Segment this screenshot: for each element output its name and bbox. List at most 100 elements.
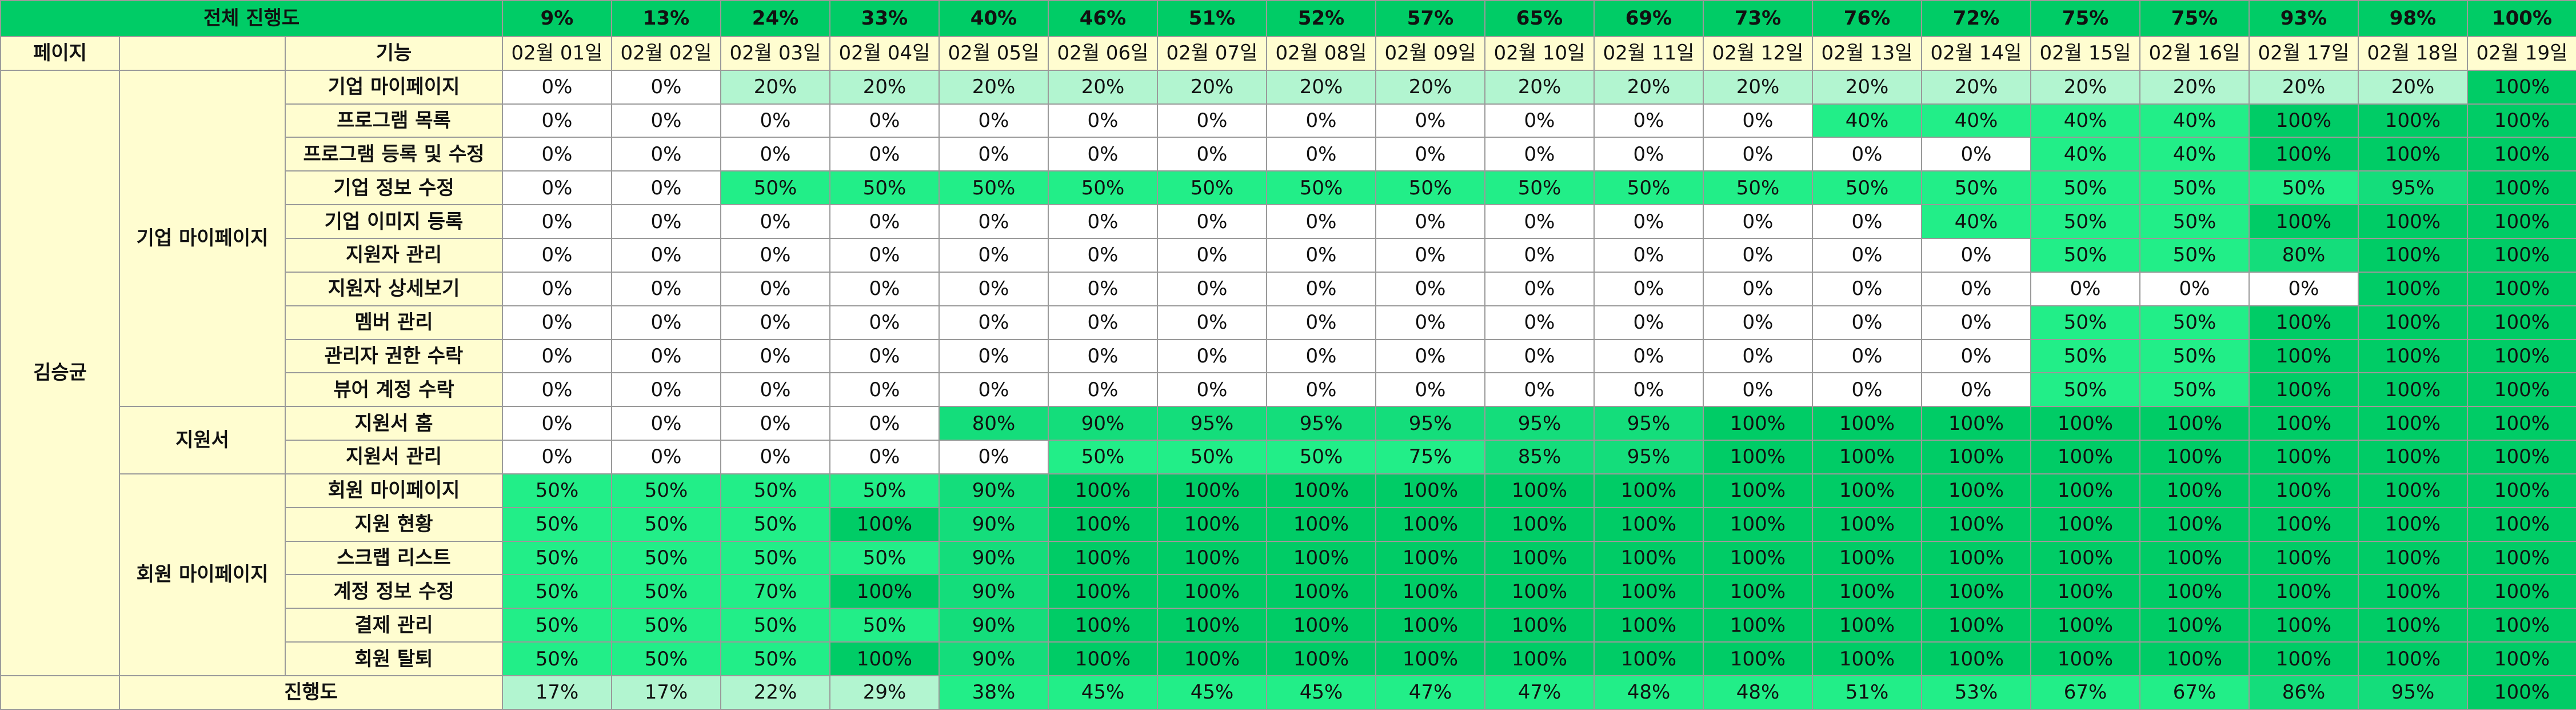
progress-total-cell[interactable]: 17% — [502, 675, 612, 710]
progress-cell[interactable]: 95% — [1157, 406, 1267, 441]
progress-cell[interactable]: 20% — [2139, 69, 2250, 105]
progress-cell[interactable]: 100% — [2467, 473, 2576, 508]
progress-cell[interactable]: 100% — [1703, 608, 1813, 643]
progress-cell[interactable]: 100% — [2358, 237, 2468, 273]
progress-cell[interactable]: 0% — [1375, 137, 1485, 172]
progress-cell[interactable]: 20% — [1266, 69, 1376, 105]
progress-cell[interactable]: 0% — [1266, 237, 1376, 273]
progress-cell[interactable]: 50% — [611, 608, 721, 643]
progress-cell[interactable]: 100% — [1266, 608, 1376, 643]
progress-cell[interactable]: 0% — [2248, 271, 2359, 306]
progress-cell[interactable]: 0% — [1048, 103, 1158, 138]
progress-cell[interactable]: 20% — [1593, 69, 1704, 105]
progress-cell[interactable]: 95% — [2358, 170, 2468, 206]
progress-cell[interactable]: 0% — [720, 237, 830, 273]
progress-cell[interactable]: 0% — [829, 372, 940, 408]
progress-cell[interactable]: 0% — [720, 372, 830, 408]
feature-name-cell[interactable]: 지원서 관리 — [285, 440, 503, 474]
progress-cell[interactable]: 85% — [1484, 440, 1595, 474]
progress-cell[interactable]: 50% — [1812, 170, 1922, 206]
progress-cell[interactable]: 0% — [611, 103, 721, 138]
progress-cell[interactable]: 100% — [2248, 540, 2359, 576]
progress-cell[interactable]: 100% — [1375, 574, 1485, 609]
progress-cell[interactable]: 100% — [2139, 473, 2250, 508]
progress-cell[interactable]: 100% — [1812, 574, 1922, 609]
progress-cell[interactable]: 50% — [502, 641, 612, 676]
progress-cell[interactable]: 0% — [1921, 372, 2031, 408]
progress-cell[interactable]: 100% — [1157, 574, 1267, 609]
progress-cell[interactable]: 100% — [1048, 641, 1158, 676]
progress-cell[interactable]: 100% — [2467, 137, 2576, 172]
feature-name-cell[interactable]: 회원 탈퇴 — [285, 641, 503, 676]
progress-cell[interactable]: 0% — [1812, 305, 1922, 340]
progress-cell[interactable]: 50% — [720, 170, 830, 206]
progress-cell[interactable]: 50% — [502, 506, 612, 542]
progress-cell[interactable]: 100% — [2358, 406, 2468, 441]
progress-cell[interactable]: 0% — [938, 237, 1049, 273]
progress-cell[interactable]: 0% — [1703, 338, 1813, 374]
progress-cell[interactable]: 100% — [1593, 608, 1704, 643]
progress-cell[interactable]: 100% — [1484, 574, 1595, 609]
progress-total-cell[interactable]: 29% — [829, 675, 940, 710]
progress-cell[interactable]: 100% — [1921, 506, 2031, 542]
progress-cell[interactable]: 0% — [2030, 271, 2140, 306]
progress-cell[interactable]: 0% — [1812, 137, 1922, 172]
progress-cell[interactable]: 100% — [1703, 506, 1813, 542]
overall-progress-cell[interactable]: 69% — [1593, 0, 1704, 37]
progress-cell[interactable]: 50% — [829, 540, 940, 576]
progress-cell[interactable]: 100% — [2030, 608, 2140, 643]
progress-total-cell[interactable]: 45% — [1048, 675, 1158, 710]
feature-name-cell[interactable]: 지원서 홈 — [285, 406, 503, 441]
overall-progress-cell[interactable]: 40% — [938, 0, 1049, 37]
progress-cell[interactable]: 100% — [2248, 506, 2359, 542]
date-header-cell[interactable]: 02월 05일 — [938, 35, 1049, 71]
progress-cell[interactable]: 0% — [1266, 137, 1376, 172]
date-header-cell[interactable]: 02월 01일 — [502, 35, 612, 71]
progress-cell[interactable]: 100% — [1157, 473, 1267, 508]
progress-cell[interactable]: 20% — [1375, 69, 1485, 105]
progress-cell[interactable]: 40% — [1812, 103, 1922, 138]
progress-cell[interactable]: 80% — [2248, 237, 2359, 273]
progress-cell[interactable]: 100% — [2358, 440, 2468, 474]
progress-cell[interactable]: 100% — [2030, 574, 2140, 609]
progress-cell[interactable]: 100% — [829, 574, 940, 609]
progress-cell[interactable]: 100% — [1157, 540, 1267, 576]
progress-cell[interactable]: 100% — [2248, 305, 2359, 340]
progress-cell[interactable]: 0% — [1812, 237, 1922, 273]
progress-cell[interactable]: 50% — [502, 473, 612, 508]
progress-cell[interactable]: 100% — [1266, 506, 1376, 542]
overall-progress-cell[interactable]: 72% — [1921, 0, 2031, 37]
feature-name-cell[interactable]: 계정 정보 수정 — [285, 574, 503, 609]
progress-cell[interactable]: 50% — [611, 641, 721, 676]
progress-cell[interactable]: 100% — [2030, 506, 2140, 542]
progress-cell[interactable]: 0% — [611, 440, 721, 474]
progress-total-cell[interactable]: 48% — [1703, 675, 1813, 710]
progress-cell[interactable]: 0% — [1484, 204, 1595, 239]
progress-cell[interactable]: 100% — [2467, 372, 2576, 408]
progress-cell[interactable]: 0% — [938, 271, 1049, 306]
owner-cell[interactable]: 김승균 — [0, 69, 120, 676]
progress-cell[interactable]: 0% — [1593, 271, 1704, 306]
progress-cell[interactable]: 100% — [2248, 204, 2359, 239]
progress-cell[interactable]: 0% — [1703, 204, 1813, 239]
progress-total-cell[interactable]: 47% — [1375, 675, 1485, 710]
progress-cell[interactable]: 0% — [1157, 372, 1267, 408]
progress-cell[interactable]: 100% — [2248, 406, 2359, 441]
progress-cell[interactable]: 0% — [829, 103, 940, 138]
progress-cell[interactable]: 50% — [829, 608, 940, 643]
progress-cell[interactable]: 50% — [611, 506, 721, 542]
progress-cell[interactable]: 40% — [2139, 137, 2250, 172]
progress-cell[interactable]: 20% — [1157, 69, 1267, 105]
progress-cell[interactable]: 100% — [2467, 204, 2576, 239]
progress-cell[interactable]: 90% — [938, 608, 1049, 643]
progress-cell[interactable]: 0% — [938, 137, 1049, 172]
progress-cell[interactable]: 100% — [2467, 506, 2576, 542]
progress-cell[interactable]: 100% — [1593, 540, 1704, 576]
progress-cell[interactable]: 50% — [1157, 170, 1267, 206]
progress-cell[interactable]: 0% — [720, 305, 830, 340]
progress-cell[interactable]: 100% — [1375, 641, 1485, 676]
progress-cell[interactable]: 100% — [1375, 473, 1485, 508]
progress-cell[interactable]: 100% — [1266, 540, 1376, 576]
progress-total-cell[interactable]: 17% — [611, 675, 721, 710]
progress-cell[interactable]: 20% — [2248, 69, 2359, 105]
